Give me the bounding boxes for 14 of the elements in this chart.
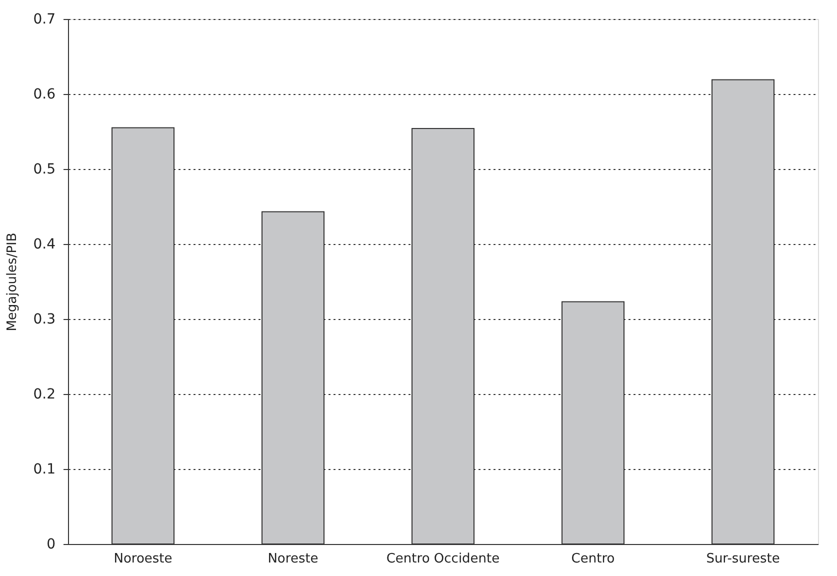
x-tick-label: Noroeste — [114, 552, 172, 566]
y-tick-label: 0.3 — [33, 312, 56, 328]
y-tick-label: 0.4 — [33, 236, 56, 252]
y-tick-label: 0.5 — [33, 162, 56, 178]
x-tick-label: Noreste — [268, 552, 318, 566]
x-tick-label: Centro — [571, 552, 615, 566]
x-tick-label: Centro Occidente — [386, 552, 500, 566]
x-tick-label: Sur-sureste — [706, 552, 780, 566]
y-tick-label: 0.2 — [33, 386, 56, 402]
y-tick-label: 0.6 — [33, 86, 56, 102]
y-tick-label: 0 — [46, 536, 56, 552]
y-tick-label: 0.1 — [33, 462, 56, 478]
y-axis-title: Megajoules/PIB — [5, 232, 20, 332]
y-tick-label: 0.7 — [33, 12, 56, 28]
